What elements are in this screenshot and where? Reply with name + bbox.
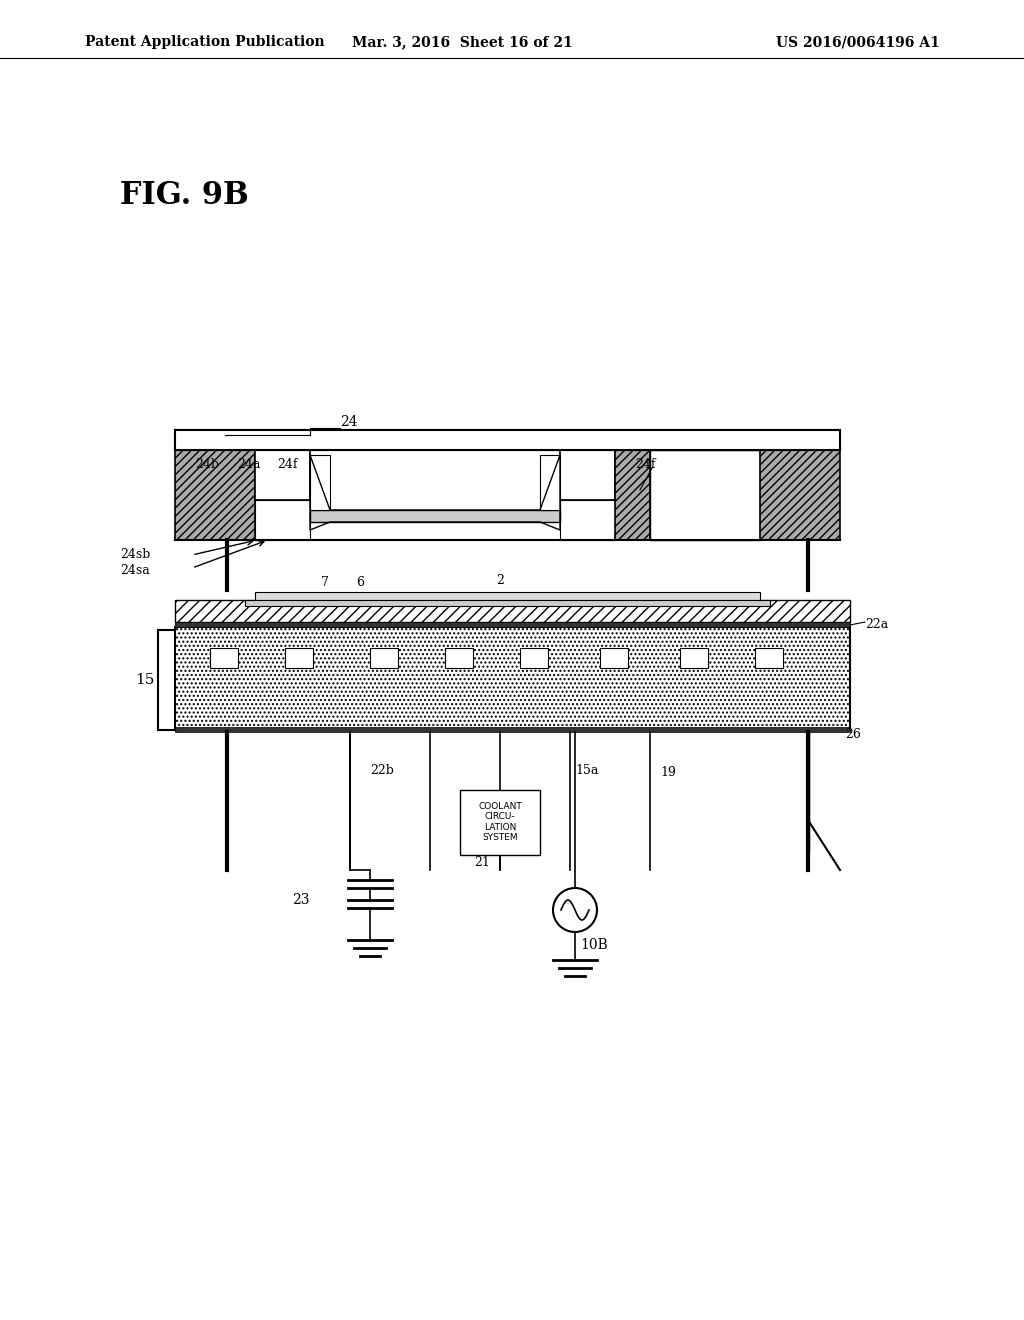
Bar <box>520 648 548 668</box>
Text: FIG. 9B: FIG. 9B <box>120 180 249 210</box>
Text: 24f: 24f <box>635 458 655 471</box>
Text: 24sa: 24sa <box>120 564 150 577</box>
Text: COOLANT
CIRCU-
LATION
SYSTEM: COOLANT CIRCU- LATION SYSTEM <box>478 801 522 842</box>
Bar <box>540 455 560 510</box>
Text: 24f: 24f <box>278 458 298 471</box>
Bar <box>285 648 313 668</box>
Text: 23: 23 <box>293 894 310 907</box>
Bar <box>560 500 615 540</box>
Text: US 2016/0064196 A1: US 2016/0064196 A1 <box>776 36 940 49</box>
Bar <box>255 591 760 601</box>
Bar <box>755 648 783 668</box>
Bar <box>460 789 540 855</box>
Bar <box>600 648 628 668</box>
Text: 7: 7 <box>322 576 329 589</box>
Bar <box>680 648 708 668</box>
Text: 21: 21 <box>474 855 490 869</box>
Bar <box>175 622 850 627</box>
Text: 22b: 22b <box>370 763 394 776</box>
Bar <box>615 450 650 540</box>
Text: 22a: 22a <box>865 619 888 631</box>
Text: Patent Application Publication: Patent Application Publication <box>85 36 325 49</box>
Text: 24b: 24b <box>195 458 219 471</box>
Text: 24: 24 <box>340 414 357 429</box>
Bar <box>210 648 238 668</box>
Bar <box>310 510 560 521</box>
Bar <box>650 450 760 540</box>
Bar <box>175 627 850 730</box>
Text: Mar. 3, 2016  Sheet 16 of 21: Mar. 3, 2016 Sheet 16 of 21 <box>351 36 572 49</box>
Text: 6: 6 <box>356 576 364 589</box>
Text: 2: 2 <box>496 573 504 586</box>
Text: 15: 15 <box>135 673 155 686</box>
Bar <box>175 430 840 450</box>
Bar <box>370 648 398 668</box>
Text: 15a: 15a <box>575 763 598 776</box>
Bar <box>175 601 850 622</box>
Bar <box>255 500 310 540</box>
Text: 26: 26 <box>845 729 861 742</box>
Bar <box>175 450 255 540</box>
Text: 24sb: 24sb <box>120 549 151 561</box>
Bar <box>560 450 615 500</box>
Text: 10B: 10B <box>580 939 608 952</box>
Bar <box>760 450 840 540</box>
Text: 19: 19 <box>660 767 676 780</box>
Text: 24a: 24a <box>237 458 260 471</box>
Bar <box>175 727 850 733</box>
Bar <box>255 450 310 500</box>
Bar <box>445 648 473 668</box>
Bar <box>310 455 330 510</box>
Bar <box>245 601 770 606</box>
Bar <box>175 430 840 450</box>
